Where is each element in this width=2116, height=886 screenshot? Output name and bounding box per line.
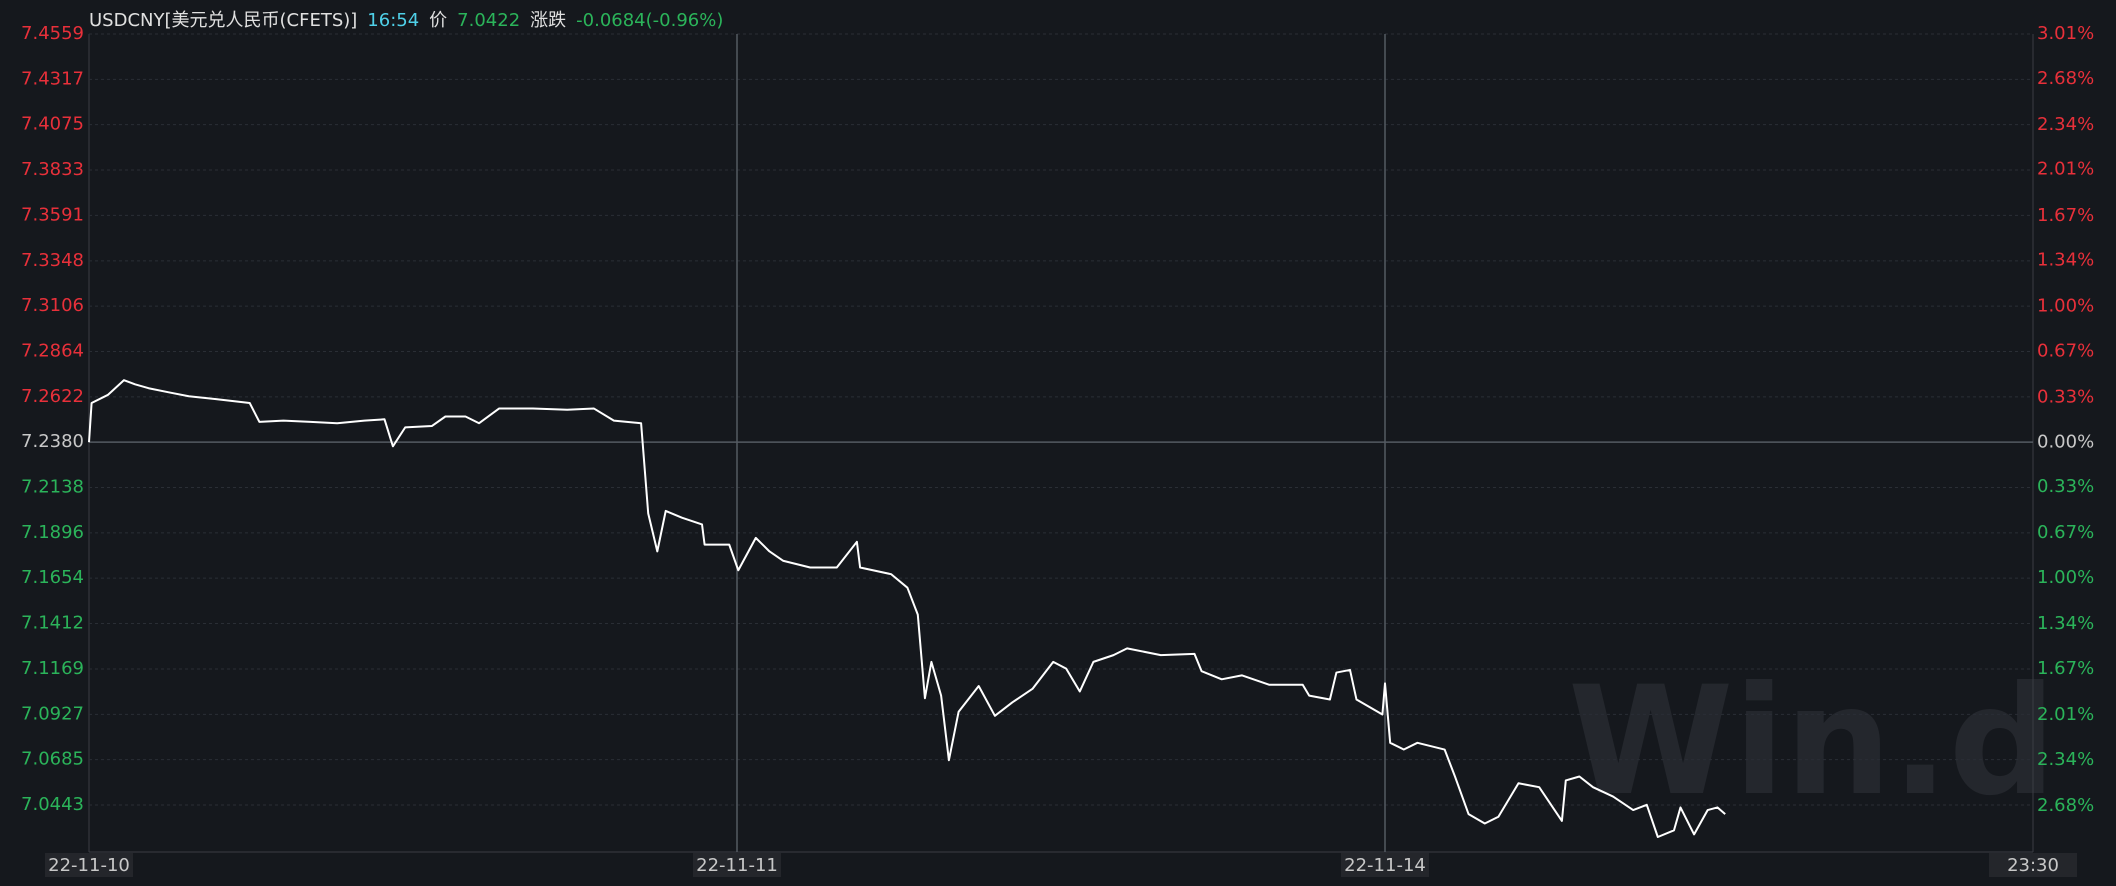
y-tick-label: 7.1896	[21, 522, 84, 543]
y-tick-label: 7.1169	[21, 658, 84, 679]
y2-tick-label: 1.67%	[2037, 205, 2094, 226]
y2-tick-label: 0.00%	[2037, 431, 2094, 452]
change: -0.0684(-0.96%)	[576, 10, 724, 31]
y-tick-label: 7.3833	[21, 159, 84, 180]
y-tick-label: 7.4559	[21, 23, 84, 44]
y2-tick-label: 0.67%	[2037, 340, 2094, 361]
x-tick-label: 23:30	[2007, 855, 2059, 876]
y2-tick-label: 2.01%	[2037, 159, 2094, 180]
y-tick-label: 7.2622	[21, 386, 84, 407]
time: 16:54	[367, 10, 420, 31]
price-label: 价	[429, 10, 448, 31]
y2-tick-label: 2.01%	[2037, 704, 2094, 725]
y2-tick-label: 0.33%	[2037, 387, 2094, 408]
x-tick-label: 22-11-10	[48, 855, 130, 876]
y-tick-label: 7.2864	[21, 340, 84, 361]
price-line	[88, 379, 1726, 839]
price: 7.0422	[457, 10, 521, 31]
y2-tick-label: 2.34%	[2037, 114, 2094, 135]
y-tick-label: 7.4317	[21, 68, 84, 89]
y-tick-label: 7.0685	[21, 749, 84, 770]
x-tick-label-bg	[1341, 853, 1429, 877]
y-tick-label: 7.2380	[21, 431, 84, 452]
x-tick-label: 22-11-11	[696, 855, 778, 876]
y2-tick-label: 2.68%	[2037, 795, 2094, 816]
x-tick-label-bg	[45, 853, 133, 877]
y-tick-label: 7.0443	[21, 794, 84, 815]
y2-tick-label: 2.34%	[2037, 749, 2094, 770]
y-tick-label: 7.2138	[21, 476, 84, 497]
x-tick-label: 22-11-14	[1344, 855, 1426, 876]
watermark: Win.d	[1568, 655, 2056, 829]
y-tick-label: 7.1654	[21, 567, 84, 588]
y-tick-label: 7.3106	[21, 295, 84, 316]
grid	[89, 33, 2033, 852]
y-tick-label: 7.3348	[21, 250, 84, 271]
y-tick-label: 7.0927	[21, 703, 84, 724]
header: USDCNY[美元兑人民币(CFETS)] 16:54 价 7.0422 涨跌 -0.06…	[89, 6, 733, 32]
y2-tick-label: 2.68%	[2037, 68, 2094, 89]
symbol: USDCNY[美元兑人民币(CFETS)]	[89, 10, 358, 31]
x-tick-label-bg	[1989, 853, 2077, 877]
y-tick-label: 7.4075	[21, 114, 84, 135]
x-tick-label-bg	[693, 853, 781, 877]
y2-tick-label: 0.67%	[2037, 522, 2094, 543]
y2-tick-label: 1.34%	[2037, 250, 2094, 271]
change-label: 涨跌	[530, 10, 567, 31]
y-tick-label: 7.1412	[21, 612, 84, 633]
y2-tick-label: 1.00%	[2037, 567, 2094, 588]
y2-tick-label: 3.01%	[2037, 23, 2094, 44]
y2-tick-label: 1.00%	[2037, 296, 2094, 317]
y2-tick-label: 0.33%	[2037, 476, 2094, 497]
y2-tick-label: 1.34%	[2037, 613, 2094, 634]
y2-tick-label: 1.67%	[2037, 658, 2094, 679]
y-tick-label: 7.3591	[21, 204, 84, 225]
